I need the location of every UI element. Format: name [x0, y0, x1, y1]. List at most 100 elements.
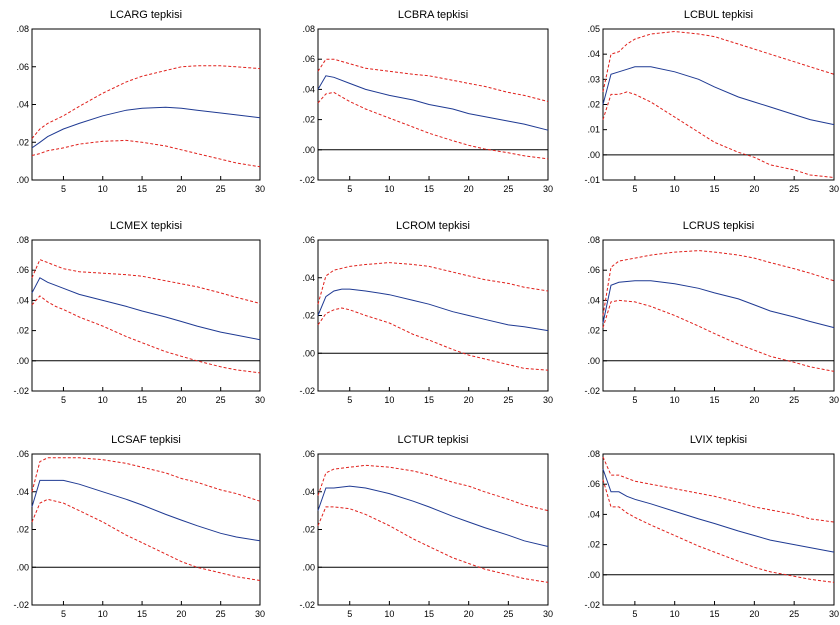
x-tick-label: 25 [216, 609, 226, 619]
y-tick-label: .06 [302, 449, 315, 459]
chart-panel-5: LCROM tepkisi -.02 .00 .02 .04 .06 5 10 15 20 25 30 [299, 220, 553, 405]
y-tick-label: .08 [16, 24, 29, 34]
y-tick-label: .04 [16, 295, 29, 305]
y-tick-label: .06 [16, 62, 29, 72]
x-tick-label: 20 [176, 609, 186, 619]
x-tick-label: 15 [137, 395, 147, 405]
y-tick-label: .02 [302, 311, 315, 321]
response-line [317, 288, 549, 332]
y-tick-label: .02 [16, 326, 29, 336]
x-tick-label: 10 [384, 609, 394, 619]
x-tick-label: 25 [789, 609, 799, 619]
x-tick-label: 25 [789, 395, 799, 405]
confidence-band-upper [602, 456, 835, 523]
x-tick-label: 20 [176, 395, 186, 405]
chart-title: LCSAF tepkisi [111, 434, 181, 446]
response-line [602, 66, 835, 126]
y-tick-label: .06 [587, 479, 600, 489]
y-tick-label: .08 [16, 235, 29, 245]
x-tick-label: 30 [543, 609, 553, 619]
chart-title: LCBUL tepkisi [684, 9, 753, 21]
x-tick-label: 25 [216, 184, 226, 194]
y-tick-label: .00 [16, 562, 29, 572]
x-tick-label: 15 [424, 395, 434, 405]
y-tick-label: -.02 [584, 600, 600, 610]
confidence-band-lower [317, 307, 549, 371]
x-tick-label: 10 [98, 395, 108, 405]
x-tick-label: 5 [347, 184, 352, 194]
confidence-band-lower [31, 139, 261, 168]
x-tick-label: 5 [61, 609, 66, 619]
y-tick-label: .00 [587, 150, 600, 160]
y-tick-label: .04 [302, 273, 315, 283]
x-tick-label: 10 [384, 395, 394, 405]
plot-frame [317, 28, 549, 181]
y-tick-label: .00 [302, 145, 315, 155]
chart-panel-2: LCBRA tepkisi -.02 .00 .02 .04 .06 .08 5 10 15 20 2… [299, 9, 553, 194]
y-tick-label: .08 [587, 235, 600, 245]
response-line [602, 468, 835, 553]
y-tick-label: .00 [302, 348, 315, 358]
chart-title: LCARG tepkisi [110, 9, 182, 21]
chart-title: LCROM tepkisi [396, 220, 470, 232]
x-tick-label: 20 [749, 609, 759, 619]
x-tick-label: 30 [543, 395, 553, 405]
y-tick-label: .04 [302, 487, 315, 497]
y-tick-label: .06 [16, 449, 29, 459]
plot-frame [31, 453, 261, 606]
y-tick-label: .04 [16, 487, 29, 497]
y-tick-label: -.02 [299, 600, 315, 610]
y-tick-label: .00 [587, 570, 600, 580]
response-line [31, 106, 261, 149]
y-tick-label: .00 [16, 175, 29, 185]
confidence-band-lower [317, 91, 549, 160]
x-tick-label: 20 [749, 184, 759, 194]
x-tick-label: 5 [347, 609, 352, 619]
plot-frame [602, 239, 835, 392]
confidence-band-lower [602, 479, 835, 583]
y-tick-label: .04 [587, 49, 600, 59]
x-tick-label: 20 [464, 609, 474, 619]
y-tick-label: .01 [587, 125, 600, 135]
y-tick-label: -.02 [13, 600, 29, 610]
confidence-band-lower [602, 299, 835, 372]
y-tick-label: .00 [16, 356, 29, 366]
x-tick-label: 15 [137, 609, 147, 619]
chart-panel-4: LCMEX tepkisi -.02 .00 .02 .04 .06 .08 5 10 15 20 2… [13, 220, 265, 405]
response-line [317, 75, 549, 131]
confidence-band-lower [31, 295, 261, 374]
confidence-band-upper [602, 30, 835, 93]
response-line [602, 280, 835, 329]
x-tick-label: 15 [137, 184, 147, 194]
chart-panel-6: LCRUS tepkisi -.02 .00 .02 .04 .06 .08 5 10 15 20 2… [584, 220, 839, 405]
y-tick-label: .08 [587, 449, 600, 459]
plot-frame [317, 239, 549, 392]
x-tick-label: 5 [61, 184, 66, 194]
x-tick-label: 25 [503, 184, 513, 194]
y-tick-label: .02 [16, 525, 29, 535]
x-tick-label: 25 [503, 609, 513, 619]
confidence-band-lower [31, 498, 261, 581]
chart-title: LCMEX tepkisi [110, 220, 182, 232]
confidence-band-upper [317, 58, 549, 102]
x-tick-label: 25 [216, 395, 226, 405]
x-tick-label: 15 [710, 184, 720, 194]
y-tick-label: .02 [302, 115, 315, 125]
y-tick-label: .06 [302, 235, 315, 245]
confidence-band-upper [317, 464, 549, 512]
plot-frame [31, 28, 261, 181]
y-tick-label: .05 [587, 24, 600, 34]
chart-title: LCRUS tepkisi [683, 220, 755, 232]
x-tick-label: 30 [829, 184, 839, 194]
chart-panel-7: LCSAF tepkisi -.02 .00 .02 .04 .06 5 10 15 20 25 30 [13, 434, 265, 619]
y-tick-label: .00 [302, 562, 315, 572]
confidence-band-upper [31, 258, 261, 304]
y-tick-label: .02 [16, 137, 29, 147]
chart-title: LVIX tepkisi [690, 434, 747, 446]
y-tick-label: .06 [302, 54, 315, 64]
y-tick-label: -.02 [299, 386, 315, 396]
confidence-band-upper [317, 262, 549, 305]
y-tick-label: .02 [587, 326, 600, 336]
x-tick-label: 5 [632, 609, 637, 619]
y-tick-label: .04 [587, 509, 600, 519]
